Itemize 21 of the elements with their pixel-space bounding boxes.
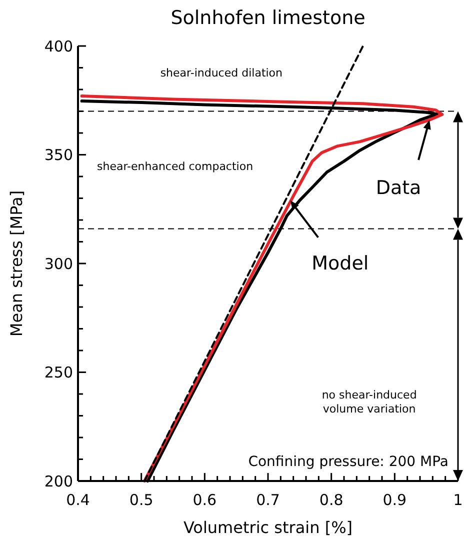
y-tick-label: 300 [44, 254, 73, 273]
annotation: Confining pressure: 200 MPa [248, 454, 448, 470]
annotation: shear-induced dilation [160, 66, 283, 80]
y-tick-label: 250 [44, 364, 73, 382]
x-tick-label: 0.5 [129, 491, 154, 509]
x-tick-label: 1 [453, 491, 463, 509]
x-tick-label: 0.4 [66, 491, 90, 509]
x-tick-label: 0.8 [319, 491, 344, 509]
annotation: no shear-induced volume variation [322, 388, 417, 416]
annotation: Model [312, 252, 369, 274]
chart-title: Solnhofen limestone [170, 7, 366, 29]
x-axis-title: Volumetric strain [%] [183, 518, 353, 537]
annotation: shear-enhanced compaction [97, 160, 254, 173]
x-tick-label: 0.6 [192, 491, 217, 509]
y-tick-label: 200 [44, 472, 73, 490]
y-tick-label: 400 [44, 37, 73, 56]
x-tick-label: 0.7 [256, 491, 280, 509]
x-tick-label: 0.9 [382, 491, 407, 509]
y-axis-title: Mean stress [MPa] [7, 190, 26, 337]
annotation: Data [376, 176, 422, 199]
y-tick-label: 350 [44, 146, 73, 164]
